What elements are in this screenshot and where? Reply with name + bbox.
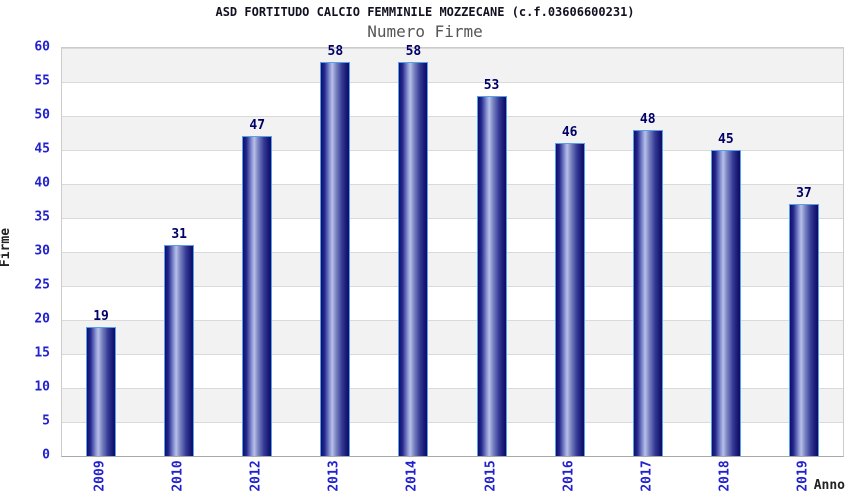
chart-title: ASD FORTITUDO CALCIO FEMMINILE MOZZECANE… bbox=[215, 5, 635, 19]
y-tick-label: 50 bbox=[34, 107, 50, 123]
bar-value-label: 45 bbox=[718, 132, 734, 147]
y-tick-label: 25 bbox=[34, 277, 50, 293]
y-tick-label: 40 bbox=[34, 175, 50, 191]
x-tick-label: 2014 bbox=[404, 460, 420, 492]
bar bbox=[710, 150, 741, 456]
x-axis-title: Anno bbox=[813, 478, 845, 493]
bar-value-label: 48 bbox=[639, 112, 656, 127]
x-tick-label: 2009 bbox=[92, 460, 108, 492]
bar-value-label: 58 bbox=[405, 44, 422, 59]
bar-value-label: 31 bbox=[171, 227, 187, 242]
x-tick-label: 2015 bbox=[483, 460, 499, 492]
chart-subtitle: Numero Firme bbox=[367, 22, 483, 41]
y-tick-label: 5 bbox=[42, 413, 50, 429]
x-tick-label: 2017 bbox=[639, 460, 655, 492]
y-tick-label: 20 bbox=[34, 311, 50, 327]
bar-value-label: 53 bbox=[483, 78, 500, 93]
y-tick-label: 55 bbox=[34, 73, 50, 89]
bar-value-label: 47 bbox=[249, 118, 266, 133]
plot-area: 19 31 47 58 58 53 46 48 45 37 bbox=[61, 44, 844, 457]
y-tick-label: 15 bbox=[34, 345, 50, 361]
y-tick-label: 10 bbox=[34, 379, 50, 395]
x-tick-label: 2016 bbox=[561, 460, 577, 492]
bar bbox=[632, 130, 663, 456]
bar-value-label: 46 bbox=[561, 125, 578, 140]
bar bbox=[398, 62, 429, 456]
x-tick-label: 2012 bbox=[248, 460, 264, 492]
x-tick-label: 2013 bbox=[326, 460, 342, 492]
y-tick-label: 30 bbox=[34, 243, 50, 259]
x-tick-label: 2018 bbox=[717, 460, 733, 492]
bar bbox=[164, 245, 195, 456]
y-tick-label: 45 bbox=[34, 141, 50, 157]
bar bbox=[554, 143, 585, 456]
y-tick-label: 60 bbox=[34, 39, 50, 55]
x-tick-label: 2010 bbox=[170, 460, 186, 492]
y-tick-label: 0 bbox=[42, 447, 50, 463]
bar-value-label: 37 bbox=[796, 186, 812, 201]
bar bbox=[242, 136, 273, 456]
bar bbox=[476, 96, 507, 456]
bar bbox=[788, 204, 819, 456]
bar bbox=[86, 327, 117, 456]
x-tick-label: 2019 bbox=[795, 460, 811, 492]
bar-value-label: 58 bbox=[327, 44, 344, 59]
y-tick-label: 35 bbox=[34, 209, 50, 225]
bar bbox=[320, 62, 351, 456]
bar-value-label: 19 bbox=[93, 309, 109, 324]
